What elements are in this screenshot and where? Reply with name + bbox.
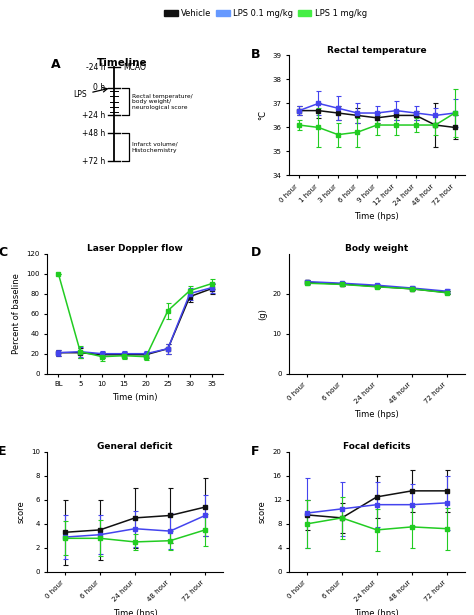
- Title: Body weight: Body weight: [345, 244, 409, 253]
- Title: Focal deficits: Focal deficits: [343, 442, 410, 451]
- Text: MCAO: MCAO: [123, 63, 146, 72]
- X-axis label: Time (hps): Time (hps): [113, 609, 157, 615]
- Text: Timeline: Timeline: [97, 58, 147, 68]
- Text: neurological score: neurological score: [131, 105, 187, 109]
- Legend: Vehicle, LPS 0.1 mg/kg, LPS 1 mg/kg: Vehicle, LPS 0.1 mg/kg, LPS 1 mg/kg: [163, 7, 368, 20]
- X-axis label: Time (hps): Time (hps): [355, 212, 399, 221]
- Text: +72 h: +72 h: [82, 157, 105, 165]
- Text: D: D: [251, 247, 261, 260]
- Text: B: B: [251, 48, 260, 61]
- Text: LPS: LPS: [73, 87, 107, 100]
- Text: -24 h: -24 h: [86, 63, 105, 72]
- Y-axis label: (g): (g): [258, 308, 267, 320]
- Y-axis label: °C: °C: [258, 111, 267, 121]
- Y-axis label: score: score: [16, 501, 25, 523]
- Y-axis label: score: score: [258, 501, 267, 523]
- Title: Rectal temperature: Rectal temperature: [327, 46, 427, 55]
- X-axis label: Time (hps): Time (hps): [355, 609, 399, 615]
- Text: 0 h: 0 h: [93, 83, 105, 92]
- Text: E: E: [0, 445, 7, 458]
- Text: C: C: [0, 247, 8, 260]
- Title: General deficit: General deficit: [97, 442, 173, 451]
- Text: Histochemistry: Histochemistry: [131, 148, 177, 153]
- Text: Infarct volume/: Infarct volume/: [131, 141, 177, 147]
- X-axis label: Time (hps): Time (hps): [355, 410, 399, 419]
- Text: Rectal temperature/: Rectal temperature/: [131, 93, 192, 98]
- Text: A: A: [51, 58, 61, 71]
- Text: body weight/: body weight/: [131, 99, 171, 104]
- Title: Laser Doppler flow: Laser Doppler flow: [87, 244, 183, 253]
- Text: +24 h: +24 h: [82, 111, 105, 120]
- Y-axis label: Percent of baseline: Percent of baseline: [12, 273, 21, 354]
- Text: F: F: [251, 445, 259, 458]
- Text: +48 h: +48 h: [82, 129, 105, 138]
- X-axis label: Time (min): Time (min): [112, 393, 158, 402]
